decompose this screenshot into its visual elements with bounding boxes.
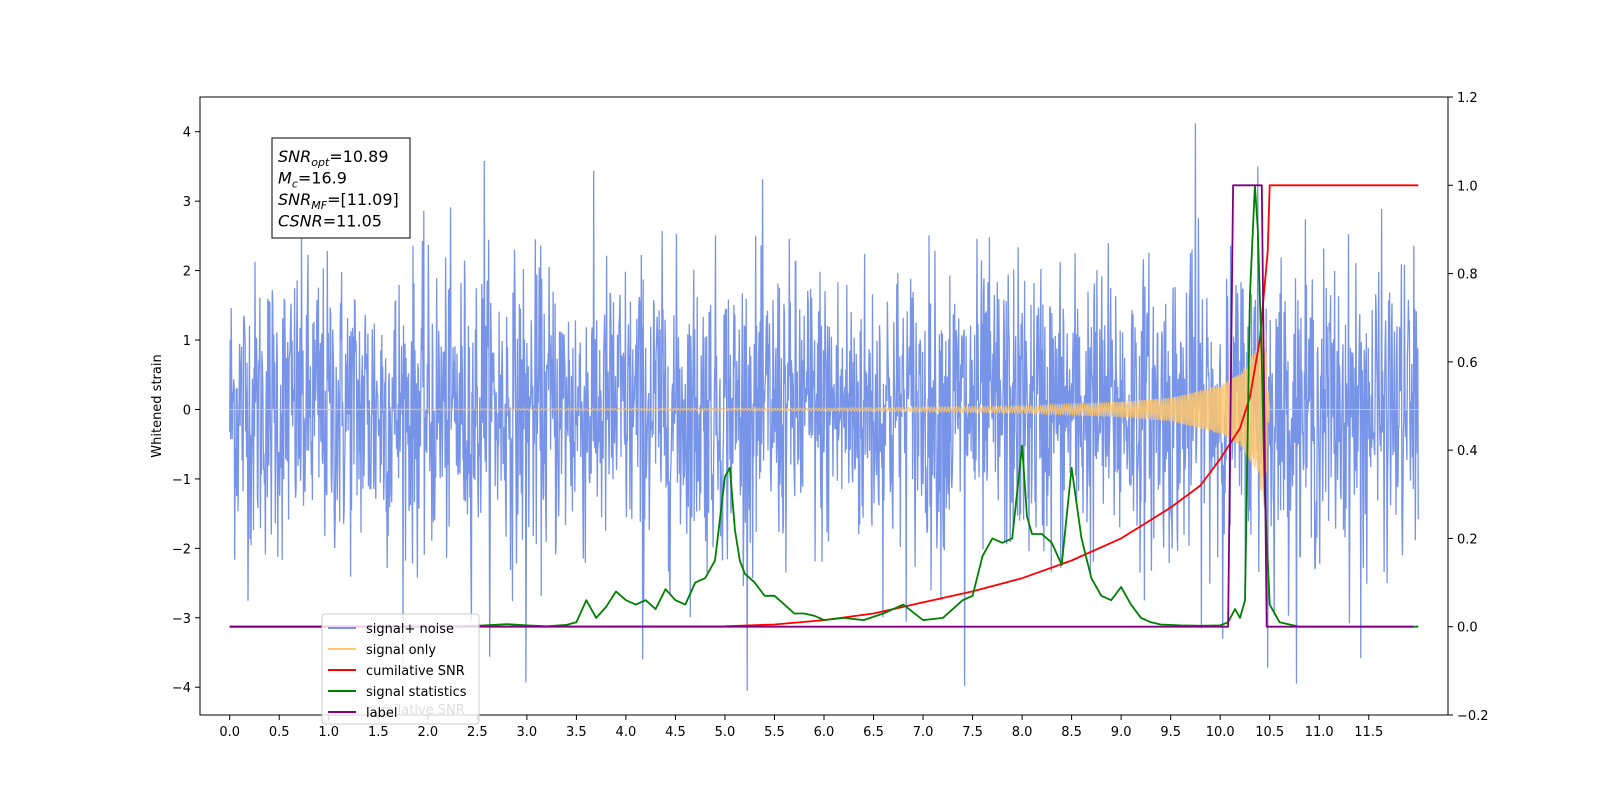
annotation-box: SNRopt=10.89Mc=16.9SNRMF=[11.09]CSNR=11.… [271,137,411,239]
x-tick-label: 9.5 [1160,725,1181,740]
annotation-line: CSNR=11.05 [278,212,382,231]
left-y-tick-label: −3 [172,612,191,627]
annotation-line: SNRMF=[11.09] [278,190,399,212]
x-tick-label: 2.0 [417,725,438,740]
left-y-axis: 4 3 2 1 0 −1 −2 −3 −4 [172,126,200,696]
x-tick-label: 0.0 [219,725,240,740]
x-tick-label: 3.0 [517,725,538,740]
x-tick-label: 6.0 [814,725,835,740]
left-y-tick-label: 0 [183,403,191,418]
legend-ghost-text: cumilative SNR [366,703,465,718]
x-axis: 0.0 0.5 1.0 1.5 2.0 2.5 3.0 3.5 4.0 4.5 5.0 5.5 6.0 6… [219,715,1383,740]
annotation-line: SNRopt=10.89 [278,147,389,169]
left-y-tick-label: 2 [183,265,191,280]
x-tick-label: 2.5 [467,725,488,740]
x-tick-label: 5.0 [715,725,736,740]
legend-label: signal+ noise [366,622,454,637]
x-tick-label: 6.5 [863,725,884,740]
right-y-tick-label: 0.4 [1457,444,1478,459]
x-tick-label: 1.0 [318,725,339,740]
legend: cumilative SNR signal+ noise signal only c… [321,613,480,725]
x-tick-label: 3.5 [566,725,587,740]
x-tick-label: 11.5 [1354,725,1383,740]
left-y-tick-label: 1 [183,334,191,349]
right-y-tick-label: 0.8 [1457,268,1478,283]
left-y-tick-label: −4 [172,681,191,696]
left-y-tick-label: 3 [183,195,191,210]
right-y-tick-label: 0.6 [1457,356,1478,371]
legend-label: cumilative SNR [366,664,465,679]
x-tick-label: 7.5 [962,725,983,740]
left-y-tick-label: 4 [183,126,191,141]
left-y-tick-label: −1 [172,473,191,488]
x-tick-label: 7.0 [913,725,934,740]
legend-label: signal only [366,643,436,658]
x-tick-label: 5.5 [764,725,785,740]
right-y-tick-label: 1.2 [1457,91,1478,106]
y-axis-label: Whitened strain [150,354,165,457]
x-tick-label: 11.0 [1305,725,1334,740]
left-y-tick-label: −2 [172,542,191,557]
right-y-tick-label: 1.0 [1457,179,1478,194]
x-tick-label: 0.5 [269,725,290,740]
right-y-tick-label: 0.2 [1457,532,1478,547]
x-tick-label: 8.5 [1061,725,1082,740]
x-tick-label: 9.0 [1111,725,1132,740]
right-y-axis: 1.2 1.0 0.8 0.6 0.4 0.2 0.0 −0.2 [1448,91,1489,724]
x-tick-label: 8.0 [1012,725,1033,740]
series-line-signal-noise [229,123,1419,691]
x-tick-label: 4.5 [665,725,686,740]
x-tick-label: 4.0 [616,725,637,740]
series-line-signal-only [229,320,1419,508]
annotation-line: Mc=16.9 [278,169,347,191]
x-tick-label: 10.0 [1206,725,1235,740]
series-line-label [229,184,1414,628]
right-y-tick-label: 0.0 [1457,621,1478,636]
series-layer [229,123,1419,691]
right-y-tick-label: −0.2 [1457,709,1489,724]
legend-label: label [366,706,397,721]
x-tick-label: 1.5 [368,725,389,740]
x-tick-label: 10.5 [1255,725,1284,740]
series-line-signal-statistics [229,184,1419,628]
legend-label: signal statistics [366,685,467,700]
